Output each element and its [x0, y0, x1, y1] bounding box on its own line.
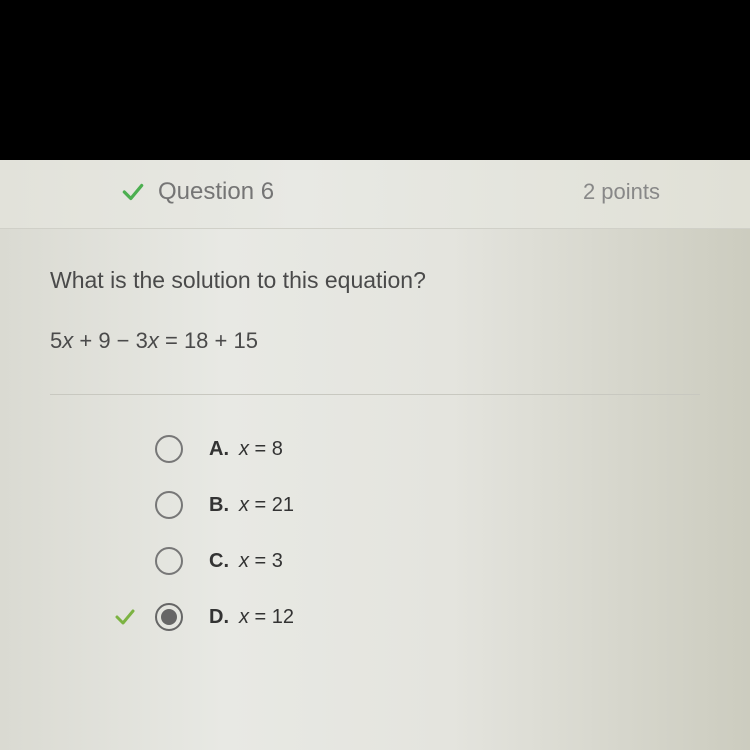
eq-part: 5	[50, 328, 62, 353]
option-var: x	[239, 550, 249, 572]
option-var: x	[239, 438, 249, 460]
option-var: x	[239, 606, 249, 628]
option-row[interactable]: D. x = 12	[155, 603, 700, 631]
option-row[interactable]: A. x = 8	[155, 435, 700, 463]
eq-part: = 18 + 15	[159, 328, 258, 353]
correct-check-icon	[120, 179, 146, 205]
question-header: Question 6 2 points	[0, 160, 750, 229]
top-black-bar	[0, 0, 750, 160]
radio-button[interactable]	[155, 603, 183, 631]
question-prompt: What is the solution to this equation?	[50, 267, 700, 294]
eq-var: x	[148, 328, 159, 353]
option-letter: A.	[209, 438, 229, 461]
eq-part: + 9 − 3	[73, 328, 148, 353]
option-rest: = 3	[249, 550, 283, 572]
option-correct-check-icon	[113, 605, 145, 629]
options-list: A. x = 8 B. x = 21 C. x = 3 D. x = 12	[0, 395, 750, 631]
option-text: x = 3	[239, 550, 283, 573]
option-rest: = 8	[249, 438, 283, 460]
option-text: x = 8	[239, 438, 283, 461]
radio-button[interactable]	[155, 491, 183, 519]
eq-var: x	[62, 328, 73, 353]
radio-button[interactable]	[155, 435, 183, 463]
option-letter: B.	[209, 494, 229, 517]
option-text: x = 21	[239, 494, 294, 517]
question-body: What is the solution to this equation? 5…	[0, 229, 750, 394]
points-label: 2 points	[583, 179, 660, 205]
radio-button[interactable]	[155, 547, 183, 575]
option-rest: = 21	[249, 494, 294, 516]
option-row[interactable]: C. x = 3	[155, 547, 700, 575]
radio-dot	[161, 609, 177, 625]
option-letter: D.	[209, 606, 229, 629]
question-card: Question 6 2 points What is the solution…	[0, 160, 750, 750]
option-rest: = 12	[249, 606, 294, 628]
option-text: x = 12	[239, 606, 294, 629]
option-var: x	[239, 494, 249, 516]
option-letter: C.	[209, 550, 229, 573]
option-row[interactable]: B. x = 21	[155, 491, 700, 519]
question-title: Question 6	[158, 178, 583, 206]
equation: 5x + 9 − 3x = 18 + 15	[50, 328, 700, 354]
